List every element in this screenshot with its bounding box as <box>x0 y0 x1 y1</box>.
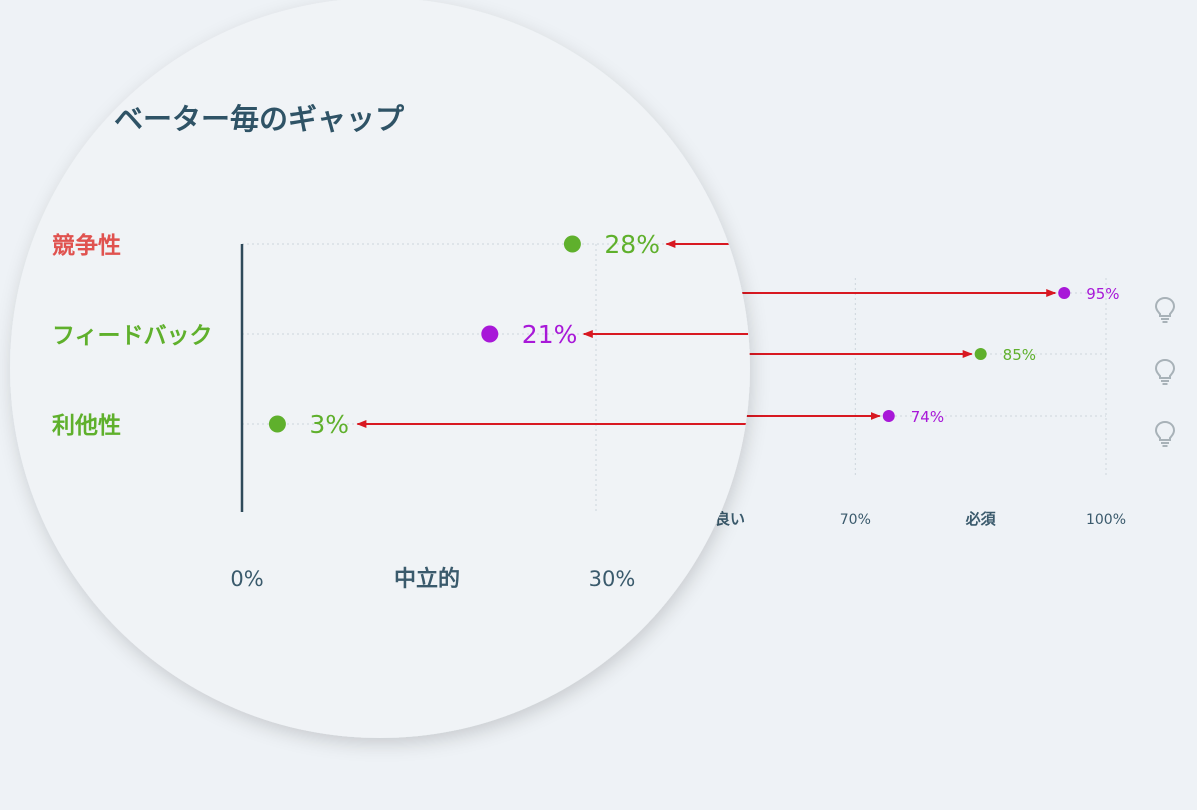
magnifier-lens <box>10 0 750 738</box>
value-label: 95% <box>1086 285 1119 303</box>
value-label: 21% <box>522 320 578 349</box>
data-point <box>974 348 987 360</box>
category-label: 利他性 <box>52 413 121 439</box>
x-tick-label: 30% <box>589 567 636 591</box>
x-tick-label: 中立的 <box>394 566 460 592</box>
category-label: 競争性 <box>52 232 121 259</box>
data-point <box>882 410 895 422</box>
lightbulb-icon <box>1154 358 1176 385</box>
value-label: 3% <box>309 410 349 439</box>
x-tick-label: 必須 <box>965 510 997 528</box>
lightbulb-icon <box>1154 420 1176 447</box>
x-tick-label: 100% <box>1086 512 1126 528</box>
data-point <box>481 325 499 343</box>
chart-title: ベーター毎のギャップ <box>114 102 405 136</box>
value-label: 74% <box>911 408 944 426</box>
x-tick-label: 良い <box>715 510 745 528</box>
lightbulb-icon <box>1154 296 1176 323</box>
x-tick-label: 70% <box>840 512 871 528</box>
value-label: 28% <box>604 230 660 259</box>
value-label: 85% <box>1003 346 1036 364</box>
bulb-column <box>1150 290 1180 460</box>
data-point <box>563 235 581 253</box>
data-point <box>1058 287 1071 299</box>
x-tick-label: 0% <box>230 567 263 591</box>
category-label: フィードバック <box>52 323 213 349</box>
data-point <box>268 415 286 433</box>
background-chart: 良い 70% 必須 100% 95% 85% 74% <box>715 278 1126 528</box>
